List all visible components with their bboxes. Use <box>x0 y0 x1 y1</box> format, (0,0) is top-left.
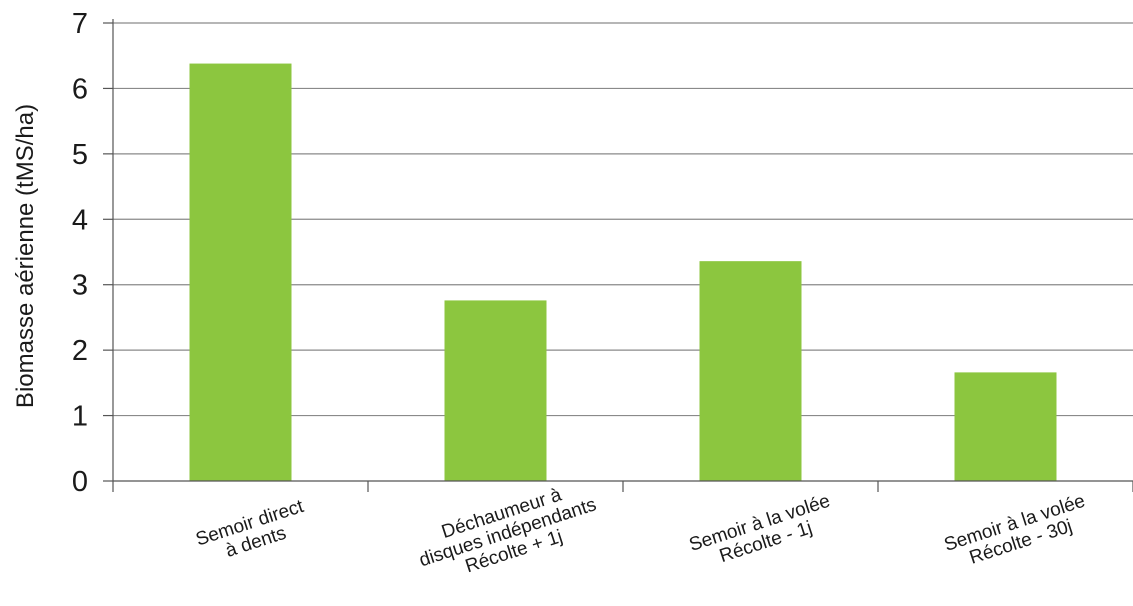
y-tick-label-7: 7 <box>72 8 88 40</box>
bar-2 <box>699 261 802 481</box>
x-tick-label-3: Semoir à la voléeRécolte - 30j <box>942 491 1094 575</box>
bar-1 <box>444 300 547 481</box>
bar-3 <box>954 372 1057 481</box>
bars <box>189 63 1057 482</box>
y-axis-label: Biomasse aérienne (tMS/ha) <box>12 104 39 408</box>
y-tick-label-3: 3 <box>72 270 88 302</box>
y-tick-label-1: 1 <box>72 401 88 433</box>
bar-0 <box>189 63 292 482</box>
x-tick-label-1: Déchaumeur àdisques indépendantsRécolte … <box>410 475 605 590</box>
x-tick-label-2: Semoir à la voléeRécolte - 1j <box>687 491 839 575</box>
y-tick-labels: 0 1 2 3 4 5 6 7 <box>72 8 88 498</box>
x-tick-labels: Semoir directà dents Déchaumeur àdisques … <box>193 475 1094 590</box>
y-tick-label-4: 4 <box>72 204 88 236</box>
y-tick-label-5: 5 <box>72 139 88 171</box>
y-tick-label-2: 2 <box>72 335 88 367</box>
y-tick-label-0: 0 <box>72 466 88 498</box>
x-tick-label-0: Semoir directà dents <box>193 496 313 570</box>
y-tick-label-6: 6 <box>72 73 88 105</box>
axes <box>103 19 1133 492</box>
